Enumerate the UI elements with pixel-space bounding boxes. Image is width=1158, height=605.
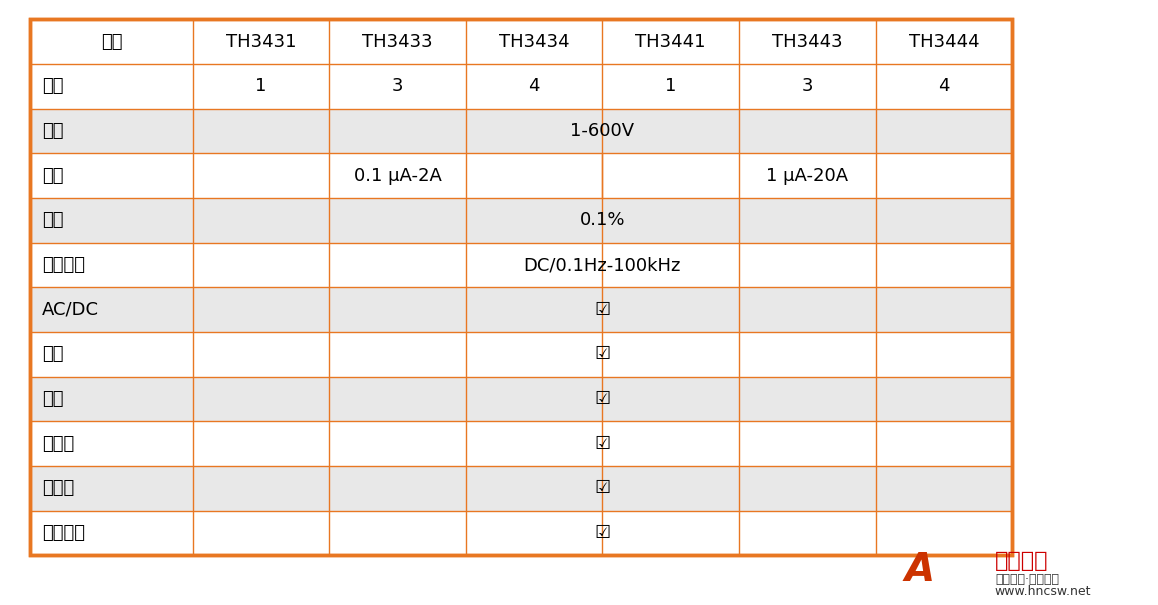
- Bar: [192, 332, 1012, 377]
- Text: 1 μA-20A: 1 μA-20A: [767, 167, 849, 185]
- Bar: [30, 511, 192, 555]
- Bar: [193, 244, 1011, 286]
- Text: 型号: 型号: [101, 33, 123, 51]
- Text: 电压: 电压: [42, 122, 64, 140]
- Text: ☑: ☑: [594, 479, 610, 497]
- Text: ☑: ☑: [594, 390, 610, 408]
- Bar: [193, 512, 1011, 554]
- Text: 数字孪生·测控集成: 数字孪生·测控集成: [995, 573, 1058, 586]
- Bar: [192, 198, 1012, 243]
- Bar: [192, 154, 602, 198]
- Bar: [602, 154, 1012, 198]
- Text: 电能: 电能: [42, 390, 64, 408]
- Bar: [192, 466, 1012, 511]
- Text: DC/0.1Hz-100kHz: DC/0.1Hz-100kHz: [523, 256, 681, 274]
- Text: TH3434: TH3434: [499, 33, 570, 51]
- Bar: [329, 64, 466, 109]
- Bar: [192, 64, 329, 109]
- Bar: [193, 155, 601, 197]
- Bar: [193, 199, 1011, 241]
- Text: 0.1 μA-2A: 0.1 μA-2A: [353, 167, 441, 185]
- Bar: [193, 423, 1011, 465]
- Text: ☑: ☑: [594, 345, 610, 364]
- Text: 通道: 通道: [42, 77, 64, 96]
- Bar: [30, 287, 192, 332]
- Text: A: A: [904, 552, 935, 589]
- Bar: [329, 19, 466, 64]
- Bar: [30, 198, 192, 243]
- Text: 精度: 精度: [42, 211, 64, 229]
- Bar: [30, 19, 192, 64]
- Bar: [739, 19, 875, 64]
- Text: ☑: ☑: [594, 301, 610, 319]
- Bar: [192, 19, 329, 64]
- Text: 谐波: 谐波: [42, 345, 64, 364]
- Bar: [603, 155, 1011, 197]
- Text: TH3444: TH3444: [909, 33, 980, 51]
- Bar: [193, 110, 1011, 152]
- Text: 电流: 电流: [42, 167, 64, 185]
- Text: 频率范围: 频率范围: [42, 256, 85, 274]
- Text: 1-600V: 1-600V: [571, 122, 635, 140]
- Text: 3: 3: [391, 77, 403, 96]
- Bar: [192, 243, 1012, 287]
- Text: ☑: ☑: [594, 524, 610, 542]
- Text: 1-600V: 1-600V: [571, 122, 635, 140]
- Text: ☑: ☑: [594, 301, 610, 319]
- Bar: [466, 19, 602, 64]
- Bar: [30, 154, 192, 198]
- Text: 波形图: 波形图: [42, 435, 74, 453]
- Text: AC/DC: AC/DC: [42, 301, 98, 319]
- Text: 1 μA-20A: 1 μA-20A: [767, 167, 849, 185]
- Bar: [30, 466, 192, 511]
- Bar: [193, 289, 1011, 331]
- Text: 艾克赛普: 艾克赛普: [995, 551, 1048, 572]
- Bar: [192, 377, 1012, 422]
- Bar: [30, 19, 1012, 555]
- Bar: [466, 64, 602, 109]
- Text: DC/0.1Hz-100kHz: DC/0.1Hz-100kHz: [523, 256, 681, 274]
- Text: 1: 1: [255, 77, 266, 96]
- Bar: [739, 64, 875, 109]
- Bar: [192, 422, 1012, 466]
- Bar: [30, 422, 192, 466]
- Bar: [875, 19, 1012, 64]
- Text: TH3441: TH3441: [636, 33, 706, 51]
- Text: www.hncsw.net: www.hncsw.net: [995, 585, 1091, 598]
- Bar: [602, 19, 739, 64]
- Text: TH3433: TH3433: [362, 33, 433, 51]
- Text: 0.1 μA-2A: 0.1 μA-2A: [353, 167, 441, 185]
- Text: ☑: ☑: [594, 390, 610, 408]
- Text: ☑: ☑: [594, 435, 610, 453]
- Text: 矢量分析: 矢量分析: [42, 524, 85, 542]
- Bar: [30, 332, 192, 377]
- Bar: [30, 109, 192, 154]
- Bar: [192, 287, 1012, 332]
- Text: TH3431: TH3431: [226, 33, 296, 51]
- Text: 4: 4: [938, 77, 950, 96]
- Bar: [193, 378, 1011, 420]
- Bar: [193, 333, 1011, 376]
- Bar: [30, 19, 1012, 555]
- Text: 0.1%: 0.1%: [580, 211, 625, 229]
- Text: 3: 3: [801, 77, 813, 96]
- Text: ☑: ☑: [594, 524, 610, 542]
- Bar: [875, 64, 1012, 109]
- Text: ☑: ☑: [594, 435, 610, 453]
- Text: 1: 1: [665, 77, 676, 96]
- Bar: [30, 243, 192, 287]
- Text: 4: 4: [528, 77, 540, 96]
- Text: 柱状图: 柱状图: [42, 479, 74, 497]
- Text: TH3443: TH3443: [772, 33, 843, 51]
- Bar: [193, 467, 1011, 509]
- Bar: [602, 64, 739, 109]
- Bar: [192, 511, 1012, 555]
- Text: ☑: ☑: [594, 345, 610, 364]
- Bar: [192, 109, 1012, 154]
- Text: 0.1%: 0.1%: [580, 211, 625, 229]
- Text: ☑: ☑: [594, 479, 610, 497]
- Bar: [30, 64, 192, 109]
- Bar: [30, 377, 192, 422]
